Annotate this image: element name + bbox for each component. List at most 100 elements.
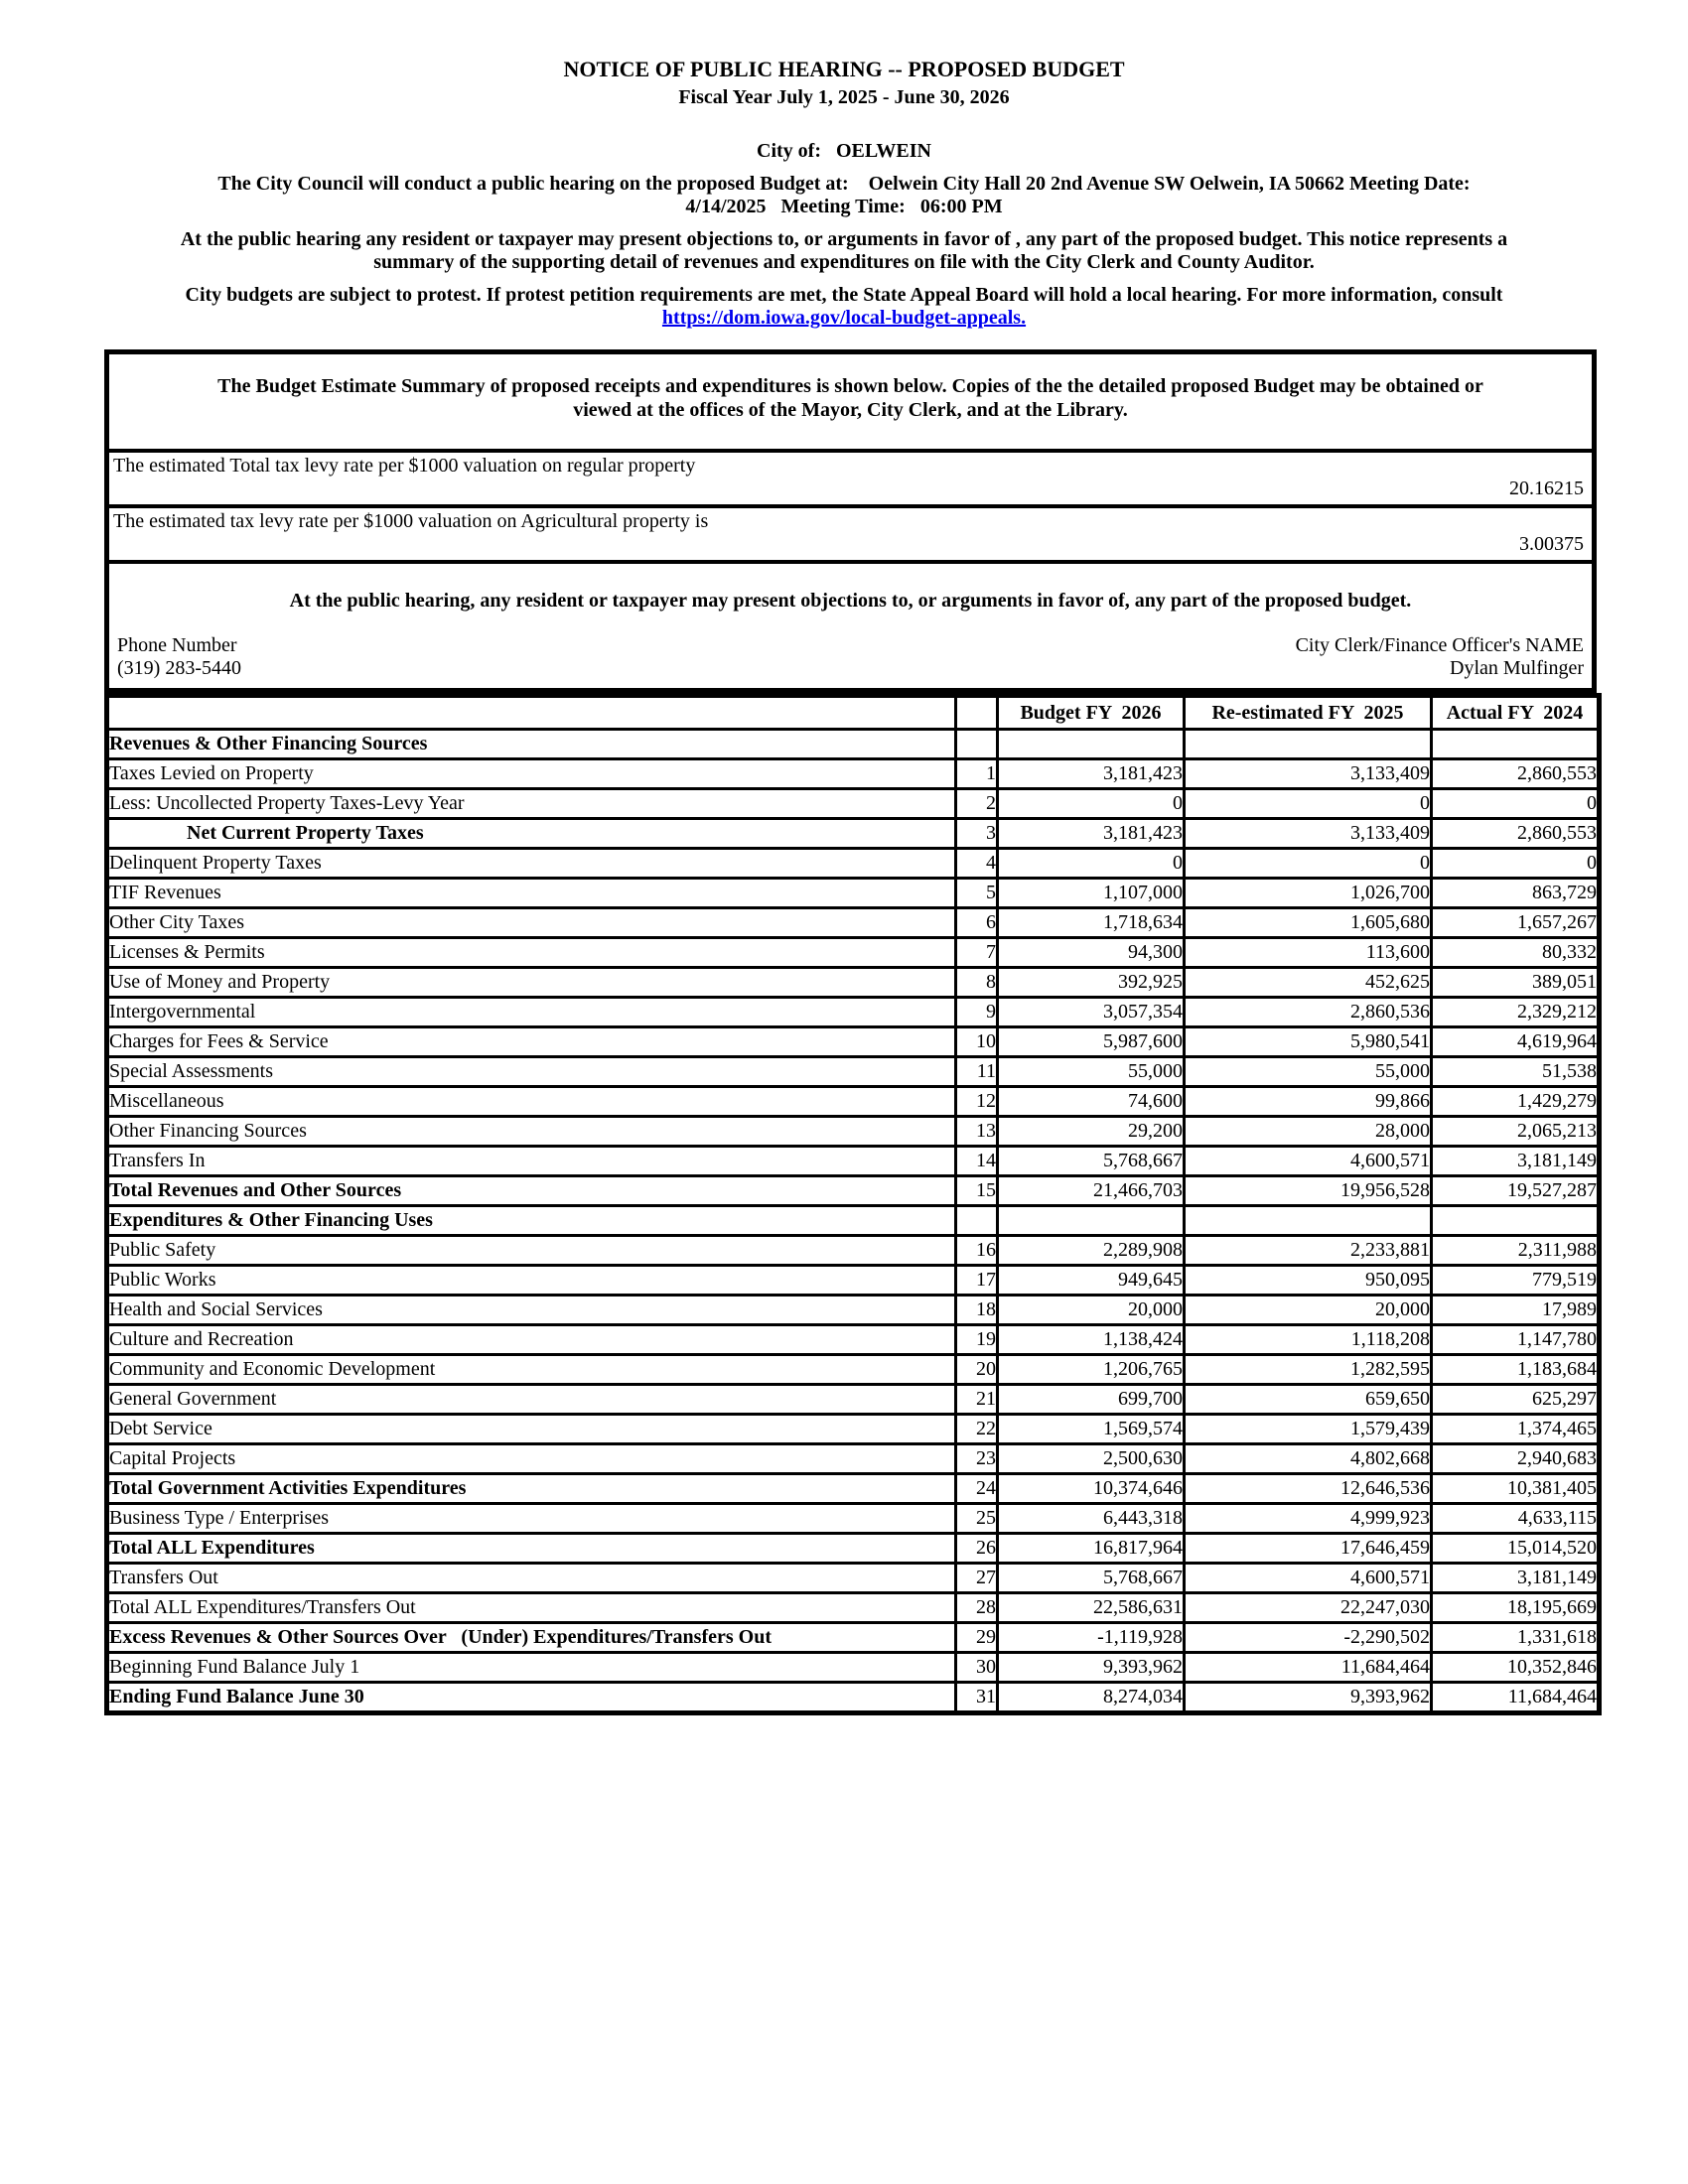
value-reestimated-fy2025: 2,860,536 <box>1183 996 1433 1028</box>
clerk-name-value: Dylan Mulfinger <box>1450 657 1584 679</box>
table-row: Miscellaneous 12 74,600 99,866 1,429,279 <box>105 1085 1601 1118</box>
row-label: Total Revenues and Other Sources <box>105 1174 957 1207</box>
agricultural-levy-row: The estimated tax levy rate per $1000 va… <box>109 508 1592 564</box>
value-actual-fy2024: 2,065,213 <box>1430 1115 1601 1148</box>
row-label: TIF Revenues <box>105 877 957 909</box>
value-actual-fy2024: 1,331,618 <box>1430 1621 1601 1654</box>
row-label: Revenues & Other Financing Sources <box>105 728 957 760</box>
row-line-number: 26 <box>954 1532 999 1565</box>
value-reestimated-fy2025: 20,000 <box>1183 1294 1433 1326</box>
section-header-row: Expenditures & Other Financing Uses <box>105 1204 1601 1237</box>
value-budget-fy2026: 94,300 <box>996 936 1186 969</box>
budget-summary-text: The Budget Estimate Summary of proposed … <box>109 354 1592 453</box>
value-reestimated-fy2025: 28,000 <box>1183 1115 1433 1148</box>
value-budget-fy2026: 8,274,034 <box>996 1681 1186 1714</box>
value-actual-fy2024: 389,051 <box>1430 966 1601 999</box>
row-line-number: 22 <box>954 1413 999 1445</box>
table-row: Culture and Recreation 19 1,138,424 1,118,2… <box>105 1323 1601 1356</box>
value-reestimated-fy2025: 5,980,541 <box>1183 1025 1433 1058</box>
value-budget-fy2026: 20,000 <box>996 1294 1186 1326</box>
value-reestimated-fy2025: 99,866 <box>1183 1085 1433 1118</box>
value-budget-fy2026: 10,374,646 <box>996 1472 1186 1505</box>
value-actual-fy2024: 51,538 <box>1430 1055 1601 1088</box>
row-line-number: 2 <box>954 787 999 820</box>
row-label: Capital Projects <box>105 1442 957 1475</box>
value-actual-fy2024: 17,989 <box>1430 1294 1601 1326</box>
value-reestimated-fy2025: 1,579,439 <box>1183 1413 1433 1445</box>
objections-line2: summary of the supporting detail of reve… <box>373 251 1315 273</box>
value-budget-fy2026: 392,925 <box>996 966 1186 999</box>
value-actual-fy2024: 4,619,964 <box>1430 1025 1601 1058</box>
table-row: Delinquent Property Taxes 4 0 0 0 <box>105 847 1601 880</box>
row-label: Other City Taxes <box>105 906 957 939</box>
phone-number: (319) 283-5440 <box>117 657 241 679</box>
row-label: Beginning Fund Balance July 1 <box>105 1651 957 1684</box>
regular-levy-label: The estimated Total tax levy rate per $1… <box>113 455 696 477</box>
row-line-number <box>954 728 999 760</box>
value-reestimated-fy2025: 113,600 <box>1183 936 1433 969</box>
value-budget-fy2026: 0 <box>996 787 1186 820</box>
value-budget-fy2026 <box>996 1204 1186 1237</box>
value-budget-fy2026: 1,206,765 <box>996 1353 1186 1386</box>
value-actual-fy2024: 1,657,267 <box>1430 906 1601 939</box>
budget-table: Budget FY 2026 Re-estimated FY 2025 Actu… <box>104 693 1602 1715</box>
value-actual-fy2024: 10,352,846 <box>1430 1651 1601 1684</box>
agricultural-levy-label: The estimated tax levy rate per $1000 va… <box>113 510 709 532</box>
row-label: Intergovernmental <box>105 996 957 1028</box>
value-actual-fy2024: 1,183,684 <box>1430 1353 1601 1386</box>
table-row: Charges for Fees & Service 10 5,987,600 5,9… <box>105 1025 1601 1058</box>
header-budget-fy2026: Budget FY 2026 <box>996 694 1186 731</box>
table-row: Public Safety 16 2,289,908 2,233,881 2,311,9… <box>105 1234 1601 1267</box>
budget-summary-line2: viewed at the offices of the Mayor, City… <box>573 399 1128 421</box>
row-label: Licenses & Permits <box>105 936 957 969</box>
row-line-number: 30 <box>954 1651 999 1684</box>
table-row: Total Government Activities Expenditures… <box>105 1472 1601 1505</box>
value-reestimated-fy2025: 452,625 <box>1183 966 1433 999</box>
value-reestimated-fy2025: 3,133,409 <box>1183 757 1433 790</box>
hearing-section: At the public hearing, any resident or t… <box>109 564 1592 688</box>
value-reestimated-fy2025: 950,095 <box>1183 1264 1433 1297</box>
value-reestimated-fy2025: 4,802,668 <box>1183 1442 1433 1475</box>
row-line-number: 3 <box>954 817 999 850</box>
value-actual-fy2024: 779,519 <box>1430 1264 1601 1297</box>
value-actual-fy2024: 1,429,279 <box>1430 1085 1601 1118</box>
row-line-number: 15 <box>954 1174 999 1207</box>
value-reestimated-fy2025: 4,999,923 <box>1183 1502 1433 1535</box>
value-actual-fy2024: 18,195,669 <box>1430 1591 1601 1624</box>
row-line-number: 8 <box>954 966 999 999</box>
value-budget-fy2026: 5,768,667 <box>996 1562 1186 1594</box>
council-hearing-line1: The City Council will conduct a public h… <box>217 173 1471 195</box>
value-budget-fy2026: 16,817,964 <box>996 1532 1186 1565</box>
table-row: Total ALL Expenditures/Transfers Out 28 22… <box>105 1591 1601 1624</box>
budget-appeals-link[interactable]: https://dom.iowa.gov/local-budget-appeal… <box>661 307 1027 329</box>
row-label: Total ALL Expenditures/Transfers Out <box>105 1591 957 1624</box>
value-actual-fy2024: 2,311,988 <box>1430 1234 1601 1267</box>
budget-summary-box: The Budget Estimate Summary of proposed … <box>104 349 1597 693</box>
value-budget-fy2026: 3,181,423 <box>996 817 1186 850</box>
row-line-number: 9 <box>954 996 999 1028</box>
value-budget-fy2026: 21,466,703 <box>996 1174 1186 1207</box>
value-actual-fy2024: 625,297 <box>1430 1383 1601 1416</box>
table-row: Special Assessments 11 55,000 55,000 51,538 <box>105 1055 1601 1088</box>
table-row: Less: Uncollected Property Taxes-Levy Ye… <box>105 787 1601 820</box>
clerk-block: City Clerk/Finance Officer's NAME Dylan … <box>1296 634 1584 680</box>
document-header: NOTICE OF PUBLIC HEARING -- PROPOSED BUD… <box>0 0 1688 330</box>
value-reestimated-fy2025: 659,650 <box>1183 1383 1433 1416</box>
value-reestimated-fy2025: 4,600,571 <box>1183 1145 1433 1177</box>
value-budget-fy2026: 2,289,908 <box>996 1234 1186 1267</box>
value-reestimated-fy2025: 9,393,962 <box>1183 1681 1433 1714</box>
row-line-number: 23 <box>954 1442 999 1475</box>
row-line-number: 5 <box>954 877 999 909</box>
row-label: Expenditures & Other Financing Uses <box>105 1204 957 1237</box>
row-line-number: 10 <box>954 1025 999 1058</box>
header-reestimated-fy2025: Re-estimated FY 2025 <box>1183 694 1433 731</box>
row-line-number: 21 <box>954 1383 999 1416</box>
value-budget-fy2026 <box>996 728 1186 760</box>
value-budget-fy2026: 3,181,423 <box>996 757 1186 790</box>
value-budget-fy2026: 2,500,630 <box>996 1442 1186 1475</box>
row-label: Total Government Activities Expenditures <box>105 1472 957 1505</box>
row-line-number: 12 <box>954 1085 999 1118</box>
value-budget-fy2026: 3,057,354 <box>996 996 1186 1028</box>
value-budget-fy2026: 5,987,600 <box>996 1025 1186 1058</box>
